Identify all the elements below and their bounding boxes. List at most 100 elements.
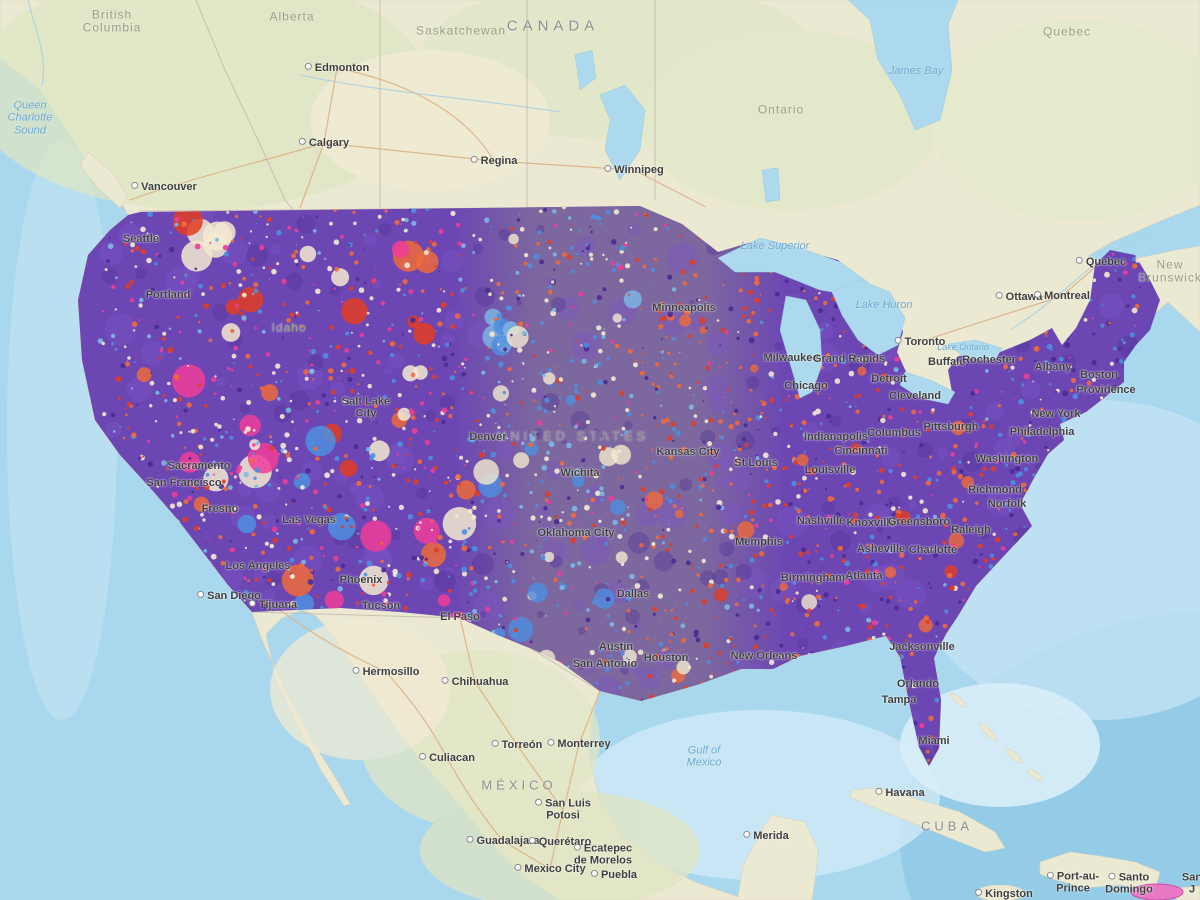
city-marker-icon bbox=[535, 798, 543, 806]
map-label-charlotte: Charlotte bbox=[908, 543, 958, 556]
map-label-boston: Boston bbox=[1080, 368, 1118, 381]
map-label-norfolk: Norfolk bbox=[987, 497, 1027, 510]
city-marker-icon bbox=[1075, 256, 1083, 264]
map-label-queen-charlotte-sound: Queen Charlotte Sound bbox=[7, 99, 53, 137]
map-label-phoenix: Phoenix bbox=[339, 573, 383, 586]
city-marker-icon bbox=[491, 739, 499, 747]
map-label-m-xico: MÉXICO bbox=[481, 777, 557, 793]
map-label-san-j: San J bbox=[1181, 871, 1200, 896]
map-label-ottawa: Ottawa bbox=[995, 291, 1042, 303]
map-label-columbus: Columbus bbox=[867, 426, 921, 439]
map-label-knoxville: Knoxville bbox=[846, 516, 896, 529]
map-label-culiacan: Culiacan bbox=[419, 752, 475, 764]
map-label-santo-domingo: Santo Domingo bbox=[1105, 871, 1153, 896]
map-label-quebec: Quebec bbox=[1075, 256, 1126, 268]
map-label-oklahoma-city: Oklahoma City bbox=[537, 526, 615, 539]
map-label-kansas-city: Kansas City bbox=[656, 445, 720, 458]
map-label-milwaukee: Milwaukee bbox=[763, 351, 819, 364]
map-label-nashville: Nashville bbox=[796, 514, 846, 527]
map-label-cuba: CUBA bbox=[920, 818, 974, 834]
map-label-birmingham: Birmingham bbox=[780, 571, 846, 584]
city-marker-icon bbox=[894, 336, 902, 344]
map-label-houston: Houston bbox=[643, 651, 689, 664]
map-label-minneapolis: Minneapolis bbox=[652, 301, 716, 314]
map-label-idaho: Idaho bbox=[271, 320, 307, 335]
map-label-buffalo: Buffalo bbox=[928, 355, 966, 368]
map-label-portland: Portland bbox=[145, 288, 191, 301]
map-label-mexico-city: Mexico City bbox=[514, 863, 586, 875]
map-label-guadalajara: Guadalajara bbox=[466, 835, 539, 847]
map-label-louisville: Louisville bbox=[804, 463, 856, 476]
map-label-quebec: Quebec bbox=[1042, 24, 1092, 39]
map-label-albany: Albany bbox=[1034, 360, 1072, 373]
city-marker-icon bbox=[470, 155, 478, 163]
city-marker-icon bbox=[514, 863, 522, 871]
map-label-dallas: Dallas bbox=[616, 587, 650, 600]
map-label-ecatepec-de-morelos: Ecatepec de Morelos bbox=[573, 842, 633, 867]
map-label-new-orleans: New Orleans bbox=[730, 649, 798, 662]
map-label-st-louis: St Louis bbox=[734, 456, 778, 469]
map-label-atlanta: Atlanta bbox=[845, 569, 883, 582]
city-marker-icon bbox=[573, 843, 581, 851]
map-label-chicago: Chicago bbox=[784, 379, 828, 392]
map-label-miami: Miami bbox=[918, 734, 950, 747]
city-marker-icon bbox=[604, 164, 612, 172]
city-marker-icon bbox=[466, 835, 474, 843]
map-label-san-diego: San Diego bbox=[197, 590, 261, 602]
map-label-pittsburgh: Pittsburgh bbox=[923, 420, 979, 433]
city-marker-icon bbox=[197, 590, 205, 598]
lakes bbox=[574, 0, 1003, 405]
city-marker-icon bbox=[590, 869, 598, 877]
city-marker-icon bbox=[1034, 290, 1042, 298]
map-label-tampa: Tampa bbox=[881, 693, 917, 706]
map-label-indianapolis: Indianapolis bbox=[803, 430, 869, 443]
map-label-monterrey: Monterrey bbox=[547, 738, 611, 750]
map-label-toronto: Toronto bbox=[894, 336, 945, 348]
roads bbox=[129, 67, 1102, 870]
map-label-san-antonio: San Antonio bbox=[572, 657, 638, 670]
map-label-seattle: Seattle bbox=[122, 232, 160, 245]
map-label-merida: Merida bbox=[743, 830, 789, 842]
map-label-cleveland: Cleveland bbox=[889, 389, 941, 402]
map-label-new-york: New York bbox=[1031, 407, 1081, 420]
city-marker-icon bbox=[441, 676, 449, 684]
map-label-new-brunswick: New Brunswick bbox=[1138, 257, 1200, 285]
map-label-port-au-prince: Port-au- Prince bbox=[1046, 871, 1099, 896]
map-label-chihuahua: Chihuahua bbox=[441, 676, 508, 688]
city-marker-icon bbox=[528, 836, 536, 844]
map-label-canada: CANADA bbox=[506, 17, 600, 35]
map-label-rochester: Rochester bbox=[962, 353, 1016, 366]
map-label-united-states: UNITED STATES bbox=[496, 428, 650, 444]
map-label-torre-n: Torreón bbox=[491, 739, 542, 751]
city-marker-icon bbox=[1046, 871, 1054, 879]
map-label-lake-superior: Lake Superior bbox=[740, 239, 810, 252]
city-marker-icon bbox=[419, 752, 427, 760]
map-label-alberta: Alberta bbox=[269, 9, 315, 24]
city-marker-icon bbox=[975, 888, 983, 896]
city-marker-icon bbox=[352, 666, 360, 674]
map-label-tijuana: Tijuana bbox=[248, 599, 297, 611]
city-marker-icon bbox=[743, 830, 751, 838]
map-label-richmond: Richmond bbox=[968, 483, 1022, 496]
map-label-edmonton: Edmonton bbox=[304, 62, 369, 74]
map-label-tucson: Tucson bbox=[361, 599, 401, 612]
city-marker-icon bbox=[248, 599, 256, 607]
map-label-greensboro: Greensboro bbox=[887, 515, 951, 528]
map-label-las-vegas: Las Vegas bbox=[282, 513, 336, 526]
city-marker-icon bbox=[298, 137, 306, 145]
city-marker-icon bbox=[875, 787, 883, 795]
map-label-calgary: Calgary bbox=[298, 137, 349, 149]
map-label-regina: Regina bbox=[470, 155, 517, 167]
city-marker-icon bbox=[131, 181, 139, 189]
map-label-el-paso: El Paso bbox=[440, 610, 480, 623]
city-marker-icon bbox=[995, 291, 1003, 299]
map-label-hermosillo: Hermosillo bbox=[352, 666, 419, 678]
map-label-providence: Providence bbox=[1076, 383, 1136, 396]
city-marker-icon bbox=[304, 62, 312, 70]
map-label-vancouver: Vancouver bbox=[131, 181, 197, 193]
city-marker-icon bbox=[1108, 872, 1116, 880]
map-label-cincinnati: Cincinnati bbox=[834, 444, 888, 457]
map-label-james-bay: James Bay bbox=[888, 64, 944, 77]
